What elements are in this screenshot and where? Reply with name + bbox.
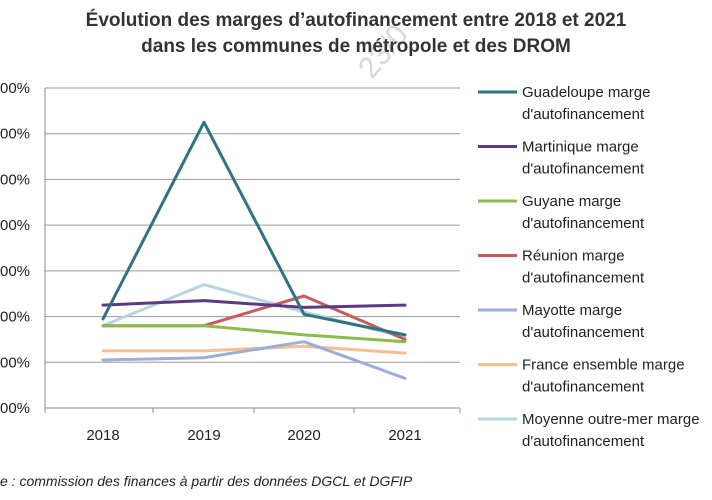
y-tick-label: 00% <box>0 400 30 417</box>
series-line <box>101 340 407 380</box>
legend-label: Réunion marge <box>522 248 625 265</box>
y-tick-label: 00% <box>0 171 30 188</box>
series-line <box>101 120 407 337</box>
legend-label: Guyane marge <box>522 193 621 210</box>
series-lines <box>101 120 407 380</box>
legend-label: d'autofinancement <box>522 106 645 123</box>
legend-label: Martinique marge <box>522 139 639 156</box>
legend-label: Mayotte marge <box>522 302 622 319</box>
chart-title-line-1: Évolution des marges d’autofinancement e… <box>86 9 627 31</box>
y-tick-label: 00% <box>0 217 30 234</box>
legend-label: d'autofinancement <box>522 379 645 396</box>
chart-title-line-2: dans les communes de métropole et des DR… <box>141 36 571 57</box>
legend-label: Guadeloupe marge <box>522 84 650 101</box>
x-tick-label: 2020 <box>287 427 320 444</box>
y-tick-label: 00% <box>0 126 30 143</box>
series-line <box>101 299 407 309</box>
axes: 00% 00% 00% 00% 00% 00% 00% 00% 2018 2019 2020 2021 <box>0 80 461 444</box>
y-tick-label: 00% <box>0 263 30 280</box>
legend-label: d'autofinancement <box>522 215 645 232</box>
legend-label: d'autofinancement <box>522 270 645 287</box>
legend-label: d'autofinancement <box>522 433 645 450</box>
legend-label: France ensemble marge <box>522 357 685 374</box>
x-tick-label: 2021 <box>388 427 421 444</box>
series-line <box>101 324 407 344</box>
gridlines <box>45 87 460 409</box>
legend-label: d'autofinancement <box>522 324 645 341</box>
legend-label: Moyenne outre-mer marge <box>522 411 700 428</box>
x-tick-label: 2018 <box>86 427 119 444</box>
y-tick-label: 00% <box>0 309 30 326</box>
y-tick-label: 00% <box>0 80 30 97</box>
legend-label: d'autofinancement <box>522 161 645 178</box>
source-note: e : commission des finances à partir des… <box>0 473 413 489</box>
y-tick-label: 00% <box>0 354 30 371</box>
x-tick-label: 2019 <box>187 427 220 444</box>
legend: Guadeloupe marge d'autofinancement Martini… <box>478 84 700 450</box>
